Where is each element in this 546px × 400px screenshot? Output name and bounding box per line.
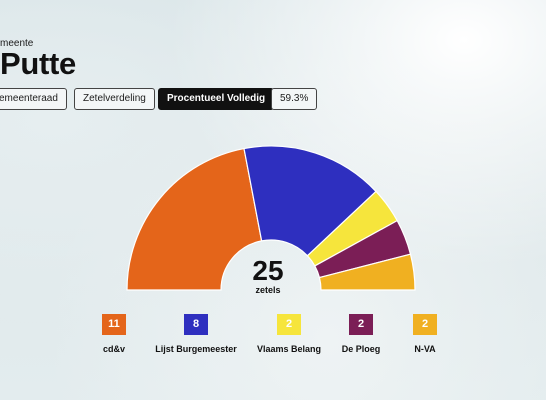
legend-item-cdv: 11 cd&v [54, 314, 174, 354]
legend-item-vlaams-belang: 2 Vlaams Belang [229, 314, 349, 354]
tab-zetelverdeling[interactable]: Zetelverdeling [74, 88, 155, 110]
tab-procentueel-volledig[interactable]: Procentueel Volledig [158, 88, 275, 110]
legend-label-cdv: cd&v [102, 344, 125, 354]
legend-seat-count-de-ploeg: 2 [349, 314, 373, 335]
hemicycle-segment-cd-v [126, 147, 263, 291]
hemicycle-segment-n-va [318, 253, 416, 291]
chart-legend: 11 cd&v 8 Lijst Burgemeester 2 Vlaams Be… [0, 314, 546, 364]
hemicycle-chart [126, 145, 416, 291]
total-seats-label: zetels [255, 285, 281, 295]
tab-gemeenteraad[interactable]: emeenteraad [0, 88, 67, 110]
legend-seat-count-n-va: 2 [413, 314, 437, 335]
page-title: Putte [0, 46, 77, 81]
page-header: meente Putte emeenteraad Zetelverdeling … [0, 0, 546, 118]
tab-percentage[interactable]: 59.3% [271, 88, 318, 110]
page-kicker: meente [0, 38, 34, 49]
legend-label-de-ploeg: De Ploeg [341, 344, 381, 354]
legend-seat-count-vlaams-belang: 2 [277, 314, 301, 335]
legend-seat-count-lijst-burgemeester: 8 [184, 314, 208, 335]
legend-label-vlaams-belang: Vlaams Belang [256, 344, 322, 354]
hemicycle-segment-lijst-burgemeester [243, 145, 377, 257]
legend-item-n-va: 2 N-VA [365, 314, 485, 354]
legend-item-de-ploeg: 2 De Ploeg [301, 314, 421, 354]
total-seats-count: 25 [252, 255, 284, 286]
legend-label-lijst-burgemeester: Lijst Burgemeester [155, 344, 237, 354]
legend-label-n-va: N-VA [414, 344, 436, 354]
legend-item-lijst-burgemeester: 8 Lijst Burgemeester [136, 314, 256, 354]
legend-seat-count-cdv: 11 [102, 314, 126, 335]
seat-chart: 25 zetels 11 cd&v 8 Lijst Burgemeester 2… [0, 118, 546, 400]
